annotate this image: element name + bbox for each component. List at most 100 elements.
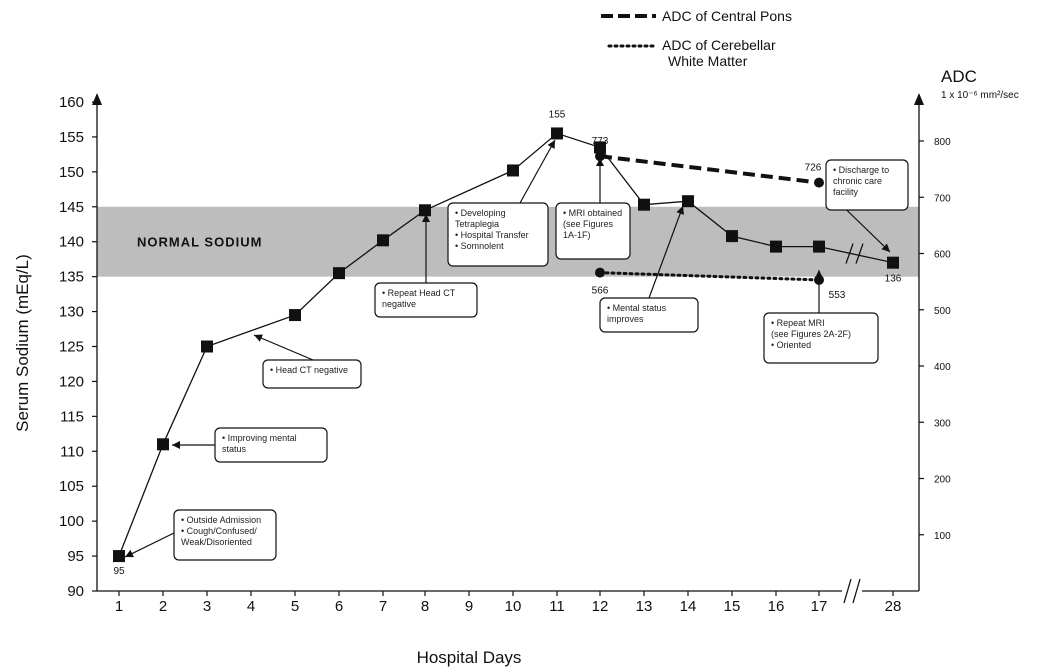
sodium-point [726, 230, 738, 243]
annotation-box [214, 427, 328, 463]
annotation-box [262, 359, 362, 389]
right-axis-title: ADC [941, 67, 977, 86]
cerebellar-adc-line [598, 271, 821, 282]
sodium-point [887, 256, 899, 269]
annotation-arrow-line [648, 205, 684, 299]
sodium-point [813, 240, 825, 253]
left-tick-label: 135 [59, 269, 84, 286]
annotation-repeat-head-ct: • Repeat Head CT negative [374, 214, 478, 318]
legend-cerebellar-label-line2: White Matter [668, 53, 748, 69]
sodium-point [113, 550, 125, 563]
annotation-arrow-head [172, 441, 180, 449]
annotation-text-line: • Improving mental [222, 433, 297, 443]
right-tick-label: 600 [934, 250, 951, 261]
x-tick-label: 28 [885, 598, 902, 615]
x-tick-label: 13 [636, 598, 653, 615]
annotation-improving-mental: • Improving mental status [172, 427, 328, 463]
x-tick-label: 15 [724, 598, 741, 615]
annotation-head-ct: • Head CT negative [253, 334, 362, 389]
pons-adc-point-label: 726 [805, 163, 822, 174]
x-tick-label: 2 [159, 598, 167, 615]
cerebellar-adc-point-label: 553 [829, 290, 846, 301]
annotation-box [374, 282, 478, 318]
sodium-point [507, 164, 519, 177]
legend-layer: ADC of Central Pons ADC of CerebellarWhit… [601, 8, 792, 69]
annotation-box [447, 202, 549, 267]
sodium-point [594, 141, 606, 154]
x-tick-label: 1 [115, 598, 123, 615]
sodium-point [682, 195, 694, 208]
right-axis-unit: 1 x 10⁻⁶ mm²/sec [941, 90, 1019, 101]
x-tick-label: 5 [291, 598, 299, 615]
sodium-point [770, 240, 782, 253]
left-tick-label: 150 [59, 164, 84, 181]
annotation-text-line: • Cough/Confused/ [181, 526, 257, 536]
right-tick-label: 400 [934, 362, 951, 373]
annotation-arrow-head [881, 243, 890, 252]
annotation-arrow-head [547, 140, 555, 149]
left-tick-label: 160 [59, 94, 84, 111]
cerebellar-adc-point [595, 267, 605, 278]
annotation-text-line: • Somnolent [455, 241, 504, 251]
left-tick-label: 140 [59, 234, 84, 251]
x-tick-label: 3 [203, 598, 211, 615]
sodium-point [638, 198, 650, 211]
annotation-repeat-mri: • Repeat MRI (see Figures 2A-2F)• Orient… [763, 270, 879, 364]
annotation-box [763, 312, 879, 364]
left-tick-label: 155 [59, 129, 84, 146]
annotation-discharge: • Discharge to chronic care facility [825, 159, 909, 253]
annotation-arrow-head [254, 334, 263, 342]
sodium-point-label: 136 [885, 274, 902, 285]
pons-adc-point-label: 773 [592, 136, 609, 147]
legend-cerebellar-label: ADC of Cerebellar [662, 37, 776, 53]
annotation-text-line: • Outside Admission [181, 515, 261, 525]
x-axis-break-gap [842, 588, 862, 594]
pons-adc-point [814, 177, 824, 188]
annotation-text-line: • MRI obtained [563, 208, 622, 218]
x-tick-label: 16 [768, 598, 785, 615]
annotation-mental-improves: • Mental status improves [599, 205, 699, 333]
x-tick-label: 7 [379, 598, 387, 615]
sodium-point [333, 267, 345, 280]
left-tick-label: 125 [59, 339, 84, 356]
left-tick-label: 90 [67, 583, 84, 600]
x-tick-label: 10 [505, 598, 522, 615]
left-axis-title: Serum Sodium (mEq/L) [13, 254, 32, 432]
left-tick-label: 145 [59, 199, 84, 216]
x-axis-break-mark [843, 578, 852, 604]
x-tick-label: 14 [680, 598, 697, 615]
annotation-arrow-line [253, 334, 314, 361]
annotation-mri-obtained: • MRI obtained (see Figures 1A-1F) [555, 158, 631, 260]
x-tick-label: 6 [335, 598, 343, 615]
x-tick-label: 4 [247, 598, 255, 615]
x-axis-title: Hospital Days [417, 648, 522, 667]
left-tick-label: 115 [60, 408, 84, 425]
legend-pons-label: ADC of Central Pons [662, 8, 792, 24]
annotation-arrow-head [125, 549, 134, 558]
left-tick-label: 130 [59, 304, 84, 321]
left-tick-label: 120 [59, 373, 84, 390]
annotation-developing: • Developing Tetraplegia• Hospital Trans… [447, 139, 556, 267]
sodium-point [377, 234, 389, 247]
annotation-arrow-line [124, 531, 177, 558]
annotation-text-line: • Repeat MRI [771, 318, 825, 328]
annotation-arrow-head [422, 214, 430, 222]
annotation-text-line: status [222, 444, 247, 454]
annotation-arrow-line [519, 139, 556, 204]
annotation-text-line: Weak/Disoriented [181, 537, 252, 547]
sodium-point [551, 127, 563, 140]
annotation-text-line: improves [607, 314, 644, 324]
sodium-line-break-mark [845, 243, 854, 264]
annotation-text-line: • Discharge to [833, 165, 889, 175]
right-tick-label: 300 [934, 418, 951, 429]
annotation-text-line: • Hospital Transfer [455, 230, 529, 240]
annotation-text-line: (see Figures 2A-2F) [771, 329, 851, 339]
annotation-text-line: • Mental status [607, 303, 667, 313]
sodium-line-break-mark [855, 243, 864, 264]
right-tick-label: 100 [934, 531, 951, 542]
annotation-box [555, 202, 631, 260]
left-tick-label: 100 [59, 513, 84, 530]
axes-layer: 9095100105110115120125130135140145150155… [13, 67, 1019, 667]
series-layer: 95 155 136 773 726 566 553 [113, 109, 902, 577]
sodium-point [289, 309, 301, 322]
